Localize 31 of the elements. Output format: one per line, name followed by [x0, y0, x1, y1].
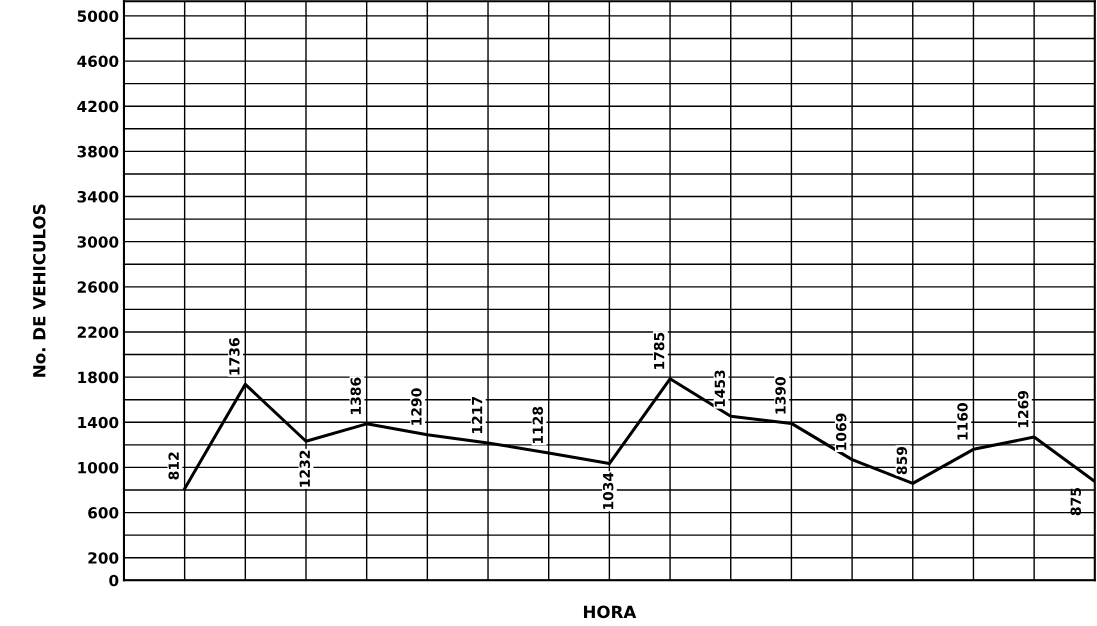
y-tick-label: 0: [109, 574, 119, 587]
y-tick-label: 2200: [77, 326, 119, 338]
data-label: 1160: [957, 403, 968, 440]
y-tick-label: 1800: [78, 371, 119, 384]
y-tick-label: 3800: [77, 145, 119, 158]
y-tick-label: 1000: [78, 461, 119, 474]
y-axis-title: No. DE VEHICULOS: [32, 204, 46, 377]
data-label: 1290: [411, 388, 422, 425]
x-axis-title: HORA: [583, 605, 637, 619]
data-label: 1269: [1017, 390, 1029, 428]
y-tick-label: 4600: [77, 55, 119, 68]
data-label: 1736: [229, 338, 240, 375]
data-label: 859: [896, 446, 908, 475]
y-tick-label: 3400: [77, 190, 119, 203]
data-label: 1128: [532, 406, 544, 444]
data-label: 1390: [775, 377, 786, 414]
y-tick-label: 200: [88, 552, 119, 564]
y-tick-label: 3000: [77, 236, 119, 248]
data-label: 1217: [471, 397, 483, 434]
data-label: 1069: [835, 413, 847, 450]
y-tick-label: 5000: [77, 10, 119, 22]
y-tick-label: 4200: [77, 100, 119, 113]
data-label: 1034: [602, 472, 614, 510]
data-label: 1453: [714, 370, 726, 407]
data-label: 1785: [653, 332, 665, 369]
y-tick-label: 1400: [78, 416, 119, 429]
data-label: 812: [168, 452, 179, 480]
data-label: 1386: [350, 377, 361, 414]
y-tick-label: 2600: [77, 281, 119, 293]
y-tick-label: 600: [88, 507, 119, 519]
data-label: 1232: [299, 450, 311, 487]
